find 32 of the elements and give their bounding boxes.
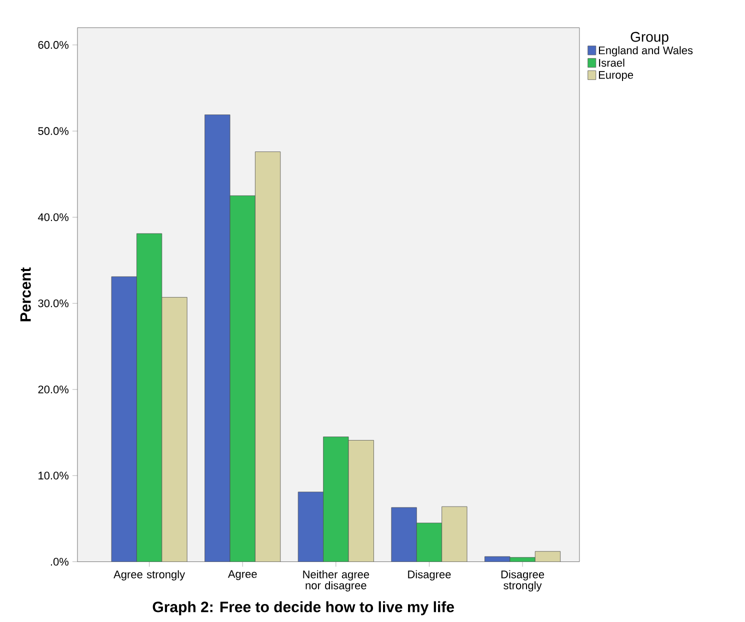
x-tick-label: Agree (228, 570, 257, 580)
legend-label: Israel (599, 58, 624, 67)
legend-label: Europe (598, 71, 634, 81)
bar (298, 492, 324, 562)
legend-label: England and Wales (598, 46, 693, 56)
y-axis-title: Percent (20, 267, 31, 322)
bar (442, 506, 468, 562)
text: Graph 2: Free to decide how to live my life (152, 601, 454, 616)
x-tick-label: Agree strongly (114, 570, 186, 580)
x-tick-label: Neither agree nor disagree (303, 570, 370, 592)
bar (255, 152, 280, 562)
y-tick-label: 50.0% (38, 127, 69, 135)
bar (112, 276, 137, 562)
x-tick-label: Disagree strongly (501, 570, 544, 592)
bar (348, 440, 374, 562)
bar (510, 557, 536, 562)
y-tick-label: .0% (50, 558, 69, 566)
bar (162, 297, 188, 562)
legend-title: Group (630, 32, 668, 45)
bar (230, 196, 256, 562)
bar (391, 507, 417, 562)
x-tick-label: Disagree (408, 570, 451, 580)
bar (534, 551, 561, 562)
bar (416, 522, 442, 562)
y-tick-label: 40.0% (38, 213, 69, 222)
bar (204, 114, 230, 562)
y-tick-label: 30.0% (38, 299, 69, 308)
y-tick-label: 20.0% (38, 386, 69, 394)
y-tick-label: 10.0% (38, 472, 69, 480)
bar (323, 436, 349, 562)
y-tick-label: 60.0% (38, 41, 69, 49)
bar (136, 234, 162, 562)
